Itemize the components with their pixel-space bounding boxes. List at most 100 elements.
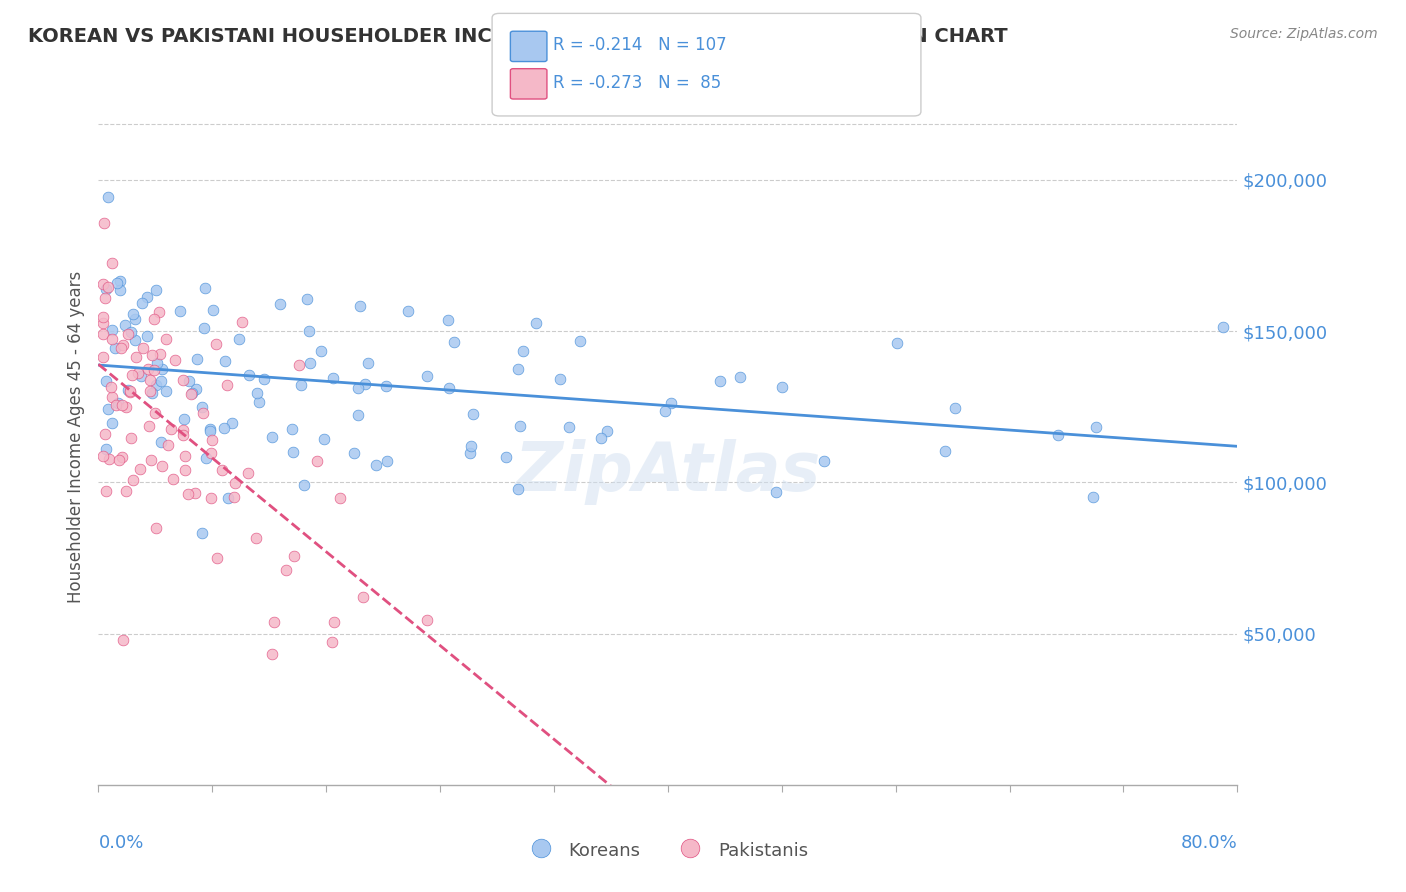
- Point: [94, 483, 117, 498]
- Point: [136, 362, 159, 376]
- Point: [262, 647, 284, 661]
- Point: [159, 422, 181, 436]
- Point: [139, 373, 162, 387]
- Point: [194, 450, 217, 465]
- Point: [224, 475, 246, 490]
- Point: [172, 373, 194, 387]
- Point: [100, 379, 122, 393]
- Point: [101, 390, 124, 404]
- Point: [568, 334, 591, 348]
- Point: [110, 283, 132, 297]
- Point: [245, 531, 267, 545]
- Point: [94, 442, 117, 457]
- Point: [121, 368, 143, 382]
- Point: [100, 323, 122, 337]
- Point: [654, 404, 676, 418]
- Point: [141, 348, 163, 362]
- Point: [512, 343, 534, 358]
- Point: [249, 395, 271, 409]
- Point: [260, 430, 283, 444]
- Legend: Koreans, Pakistanis: Koreans, Pakistanis: [520, 832, 815, 869]
- Point: [495, 450, 517, 465]
- Point: [142, 312, 165, 326]
- Point: [141, 386, 163, 401]
- Point: [97, 402, 120, 417]
- Point: [347, 408, 370, 422]
- Point: [117, 327, 139, 342]
- Point: [190, 526, 212, 541]
- Point: [91, 277, 114, 291]
- Point: [524, 316, 547, 330]
- Text: KOREAN VS PAKISTANI HOUSEHOLDER INCOME AGES 45 - 64 YEARS CORRELATION CHART: KOREAN VS PAKISTANI HOUSEHOLDER INCOME A…: [28, 27, 1008, 45]
- Point: [396, 303, 419, 318]
- Point: [110, 274, 132, 288]
- Point: [463, 407, 485, 421]
- Point: [145, 521, 167, 535]
- Point: [114, 484, 136, 499]
- Point: [297, 293, 319, 307]
- Text: 0.0%: 0.0%: [98, 834, 143, 852]
- Point: [120, 326, 142, 340]
- Point: [94, 291, 117, 305]
- Point: [120, 384, 142, 399]
- Point: [290, 378, 312, 392]
- Point: [145, 284, 167, 298]
- Point: [460, 440, 482, 454]
- Point: [263, 615, 285, 629]
- Point: [139, 453, 162, 467]
- Point: [129, 369, 152, 384]
- Point: [228, 332, 250, 346]
- Point: [91, 326, 114, 341]
- Point: [1081, 490, 1104, 504]
- Point: [104, 341, 127, 355]
- Point: [321, 635, 343, 649]
- Point: [112, 633, 135, 648]
- Point: [165, 353, 187, 368]
- Point: [298, 324, 321, 338]
- Point: [728, 369, 751, 384]
- Point: [236, 466, 259, 480]
- Point: [205, 337, 228, 351]
- Point: [148, 305, 170, 319]
- Point: [135, 289, 157, 303]
- Point: [127, 366, 149, 380]
- Point: [349, 299, 371, 313]
- Point: [508, 361, 530, 376]
- Point: [111, 398, 134, 412]
- Point: [93, 216, 115, 230]
- Point: [366, 458, 388, 472]
- Point: [145, 378, 167, 392]
- Point: [214, 354, 236, 368]
- Point: [343, 446, 366, 460]
- Point: [169, 304, 191, 318]
- Point: [143, 406, 166, 420]
- Point: [177, 374, 200, 388]
- Point: [269, 297, 291, 311]
- Point: [128, 462, 150, 476]
- Point: [100, 256, 122, 270]
- Point: [506, 482, 529, 496]
- Point: [132, 341, 155, 355]
- Point: [91, 350, 114, 364]
- Y-axis label: Householder Income Ages 45 - 64 years: Householder Income Ages 45 - 64 years: [66, 271, 84, 603]
- Point: [217, 377, 239, 392]
- Point: [155, 332, 177, 346]
- Point: [183, 486, 205, 500]
- Point: [323, 615, 346, 629]
- Point: [139, 384, 162, 398]
- Point: [149, 347, 172, 361]
- Point: [312, 432, 335, 446]
- Point: [443, 335, 465, 350]
- Point: [200, 424, 222, 438]
- Point: [122, 307, 145, 321]
- Point: [191, 406, 214, 420]
- Point: [509, 418, 531, 433]
- Point: [193, 321, 215, 335]
- Point: [97, 280, 120, 294]
- Point: [96, 190, 118, 204]
- Point: [91, 449, 114, 463]
- Point: [221, 417, 243, 431]
- Point: [1084, 419, 1107, 434]
- Point: [181, 386, 204, 401]
- Point: [357, 356, 380, 370]
